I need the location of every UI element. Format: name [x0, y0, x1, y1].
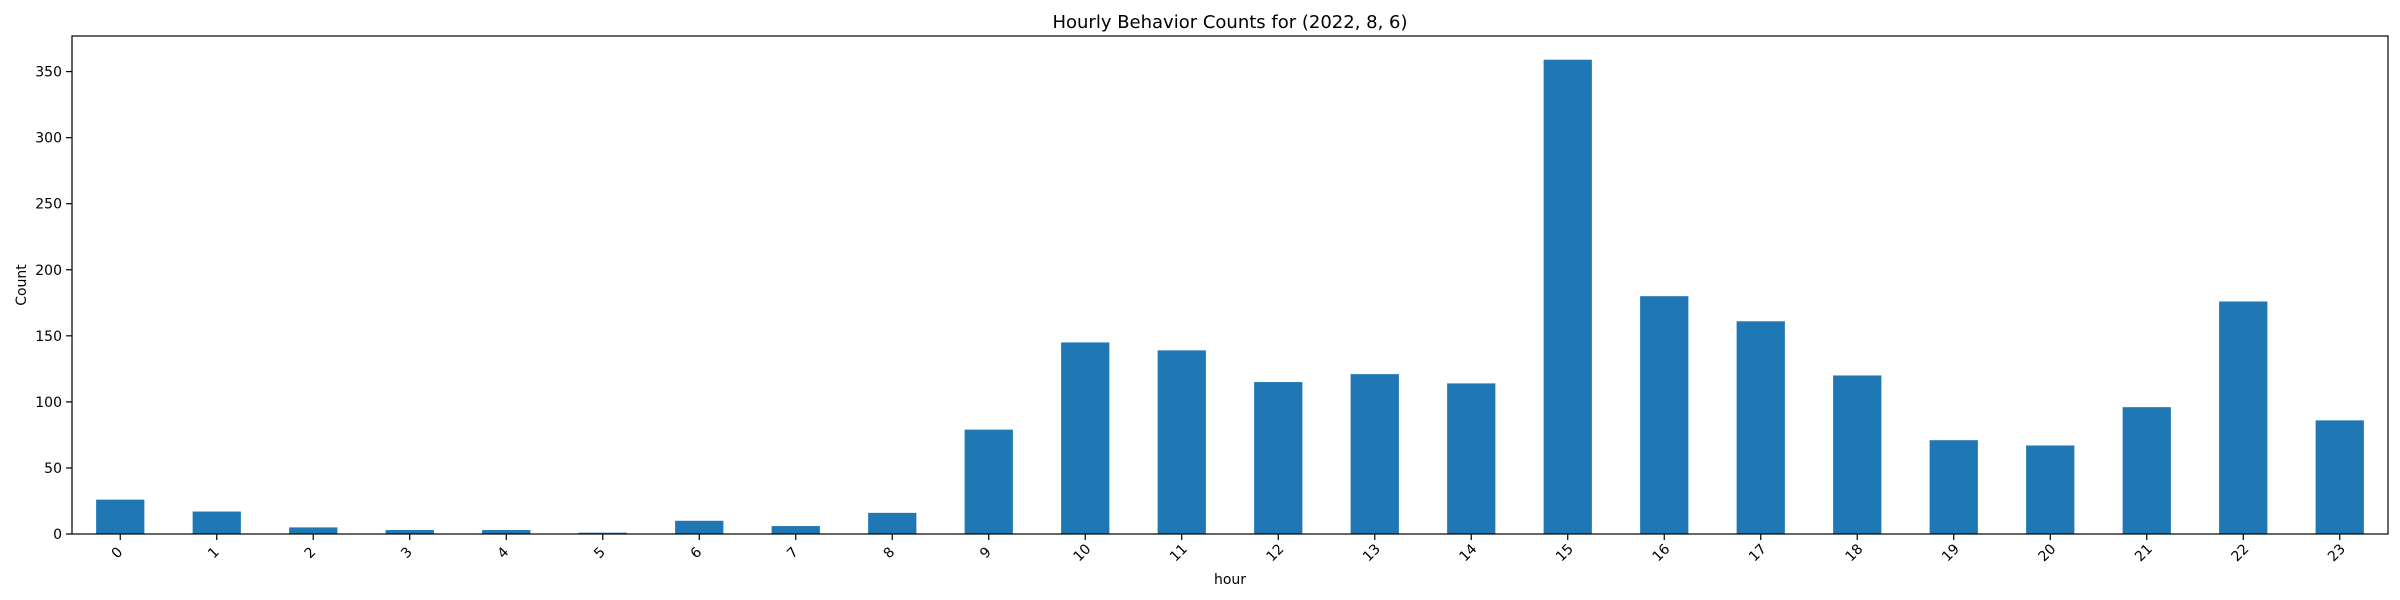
bar-hour-9 [964, 429, 1013, 534]
x-tick-label: 21 [2132, 541, 2156, 565]
x-tick-label: 6 [688, 544, 706, 562]
x-tick-label: 13 [1360, 541, 1384, 565]
bar-hour-17 [1736, 321, 1785, 534]
bar-hour-16 [1640, 296, 1689, 534]
y-tick-label: 150 [35, 329, 62, 345]
y-tick-label: 200 [35, 263, 62, 279]
bar-hour-11 [1157, 350, 1206, 534]
x-tick-label: 4 [495, 544, 513, 562]
x-tick-label: 16 [1649, 541, 1673, 565]
bar-hour-7 [771, 526, 820, 534]
bar-hour-4 [482, 530, 531, 534]
y-axis-label: Count [14, 264, 30, 306]
bar-hour-5 [578, 532, 627, 534]
bar-hour-2 [289, 527, 338, 534]
bar-hour-20 [2026, 445, 2075, 534]
x-tick-label: 7 [784, 544, 802, 562]
bar-hour-14 [1447, 383, 1496, 534]
bar-hour-18 [1833, 375, 1882, 534]
y-axis-ticks: 0 50 100 150 200 250 300 350 [35, 65, 72, 543]
bar-hour-6 [675, 520, 724, 534]
bar-hour-13 [1350, 374, 1399, 534]
x-axis-label: hour [1214, 572, 1246, 588]
x-tick-label: 17 [1746, 541, 1770, 565]
x-tick-label: 19 [1939, 541, 1963, 565]
y-tick-label: 50 [44, 461, 62, 477]
bar-hour-3 [385, 530, 434, 534]
x-tick-label: 1 [205, 544, 223, 562]
bar-hour-19 [1929, 440, 1978, 534]
x-tick-label: 0 [109, 544, 127, 562]
x-tick-label: 14 [1456, 541, 1480, 565]
bar-hour-8 [868, 512, 917, 534]
chart-title: Hourly Behavior Counts for (2022, 8, 6) [1052, 12, 1407, 33]
bar-hour-10 [1061, 342, 1110, 534]
x-tick-label: 18 [1842, 541, 1866, 565]
x-tick-label: 23 [2325, 541, 2349, 565]
bar-hour-21 [2122, 407, 2171, 534]
y-tick-label: 350 [35, 65, 62, 81]
x-tick-label: 8 [881, 544, 899, 562]
plot-frame [71, 35, 2389, 535]
y-tick-label: 250 [35, 197, 62, 213]
bar-hour-15 [1543, 59, 1592, 534]
x-tick-label: 3 [398, 544, 416, 562]
x-tick-label: 10 [1070, 541, 1094, 565]
y-tick-label: 100 [35, 395, 62, 411]
x-tick-label: 11 [1167, 541, 1191, 565]
bar-hour-23 [2315, 420, 2364, 534]
bar-hour-22 [2219, 301, 2268, 534]
y-tick-label: 0 [53, 527, 62, 543]
x-axis-ticks: 0 1 2 3 4 5 6 7 8 9 10 11 12 13 14 15 16 17 18 19 20 21 22 23 [109, 534, 2349, 565]
x-tick-label: 2 [302, 544, 320, 562]
x-tick-label: 15 [1553, 541, 1577, 565]
y-tick-label: 300 [35, 131, 62, 147]
bar-hour-0 [96, 499, 145, 534]
x-tick-label: 12 [1263, 541, 1287, 565]
bar-hour-1 [192, 511, 241, 534]
bar-hour-12 [1254, 382, 1303, 534]
x-tick-label: 5 [591, 544, 609, 562]
bar-series [96, 59, 2364, 534]
x-tick-label: 22 [2228, 541, 2252, 565]
x-tick-label: 20 [2035, 541, 2059, 565]
x-tick-label: 9 [977, 544, 995, 562]
